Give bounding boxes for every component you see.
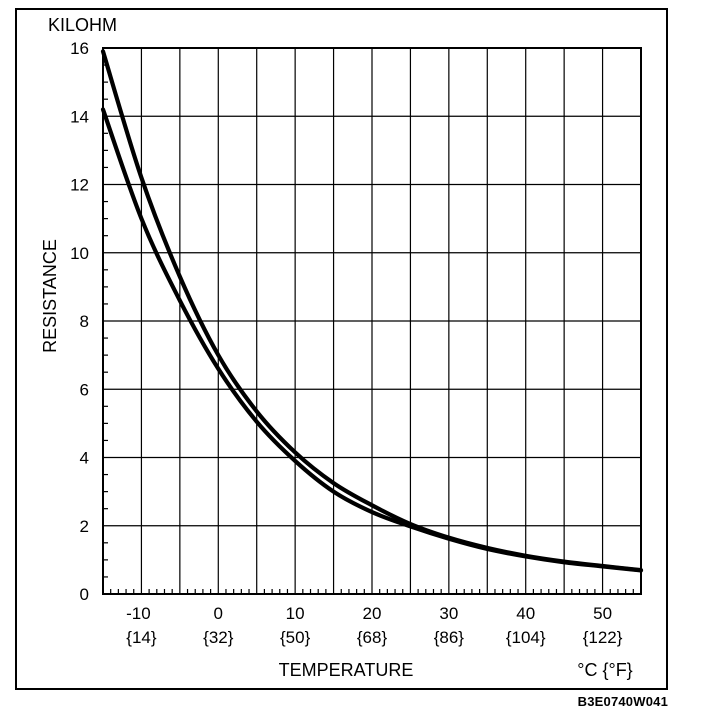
resistance-curve-2 xyxy=(100,107,644,573)
x-tick-label-fahrenheit: {14} xyxy=(126,628,157,647)
y-tick-labels: 0 2 4 6 8 10 12 14 16 xyxy=(70,39,89,604)
y-tick-label: 4 xyxy=(80,449,89,468)
x-tick-labels: -10 {14} 0 {32} 10 {50} 20 {68} 30 {86} 40 {104} 50 {… xyxy=(126,604,623,647)
x-tick-label-celsius: 20 xyxy=(363,604,382,623)
y-tick-label: 8 xyxy=(80,312,89,331)
y-tick-label: 2 xyxy=(80,517,89,536)
x-tick-label-celsius: 10 xyxy=(286,604,305,623)
y-tick-label: 6 xyxy=(80,380,89,399)
x-tick-label-fahrenheit: {68} xyxy=(357,628,388,647)
x-tick-label-fahrenheit: {50} xyxy=(280,628,311,647)
x-tick-label-fahrenheit: {104} xyxy=(506,628,546,647)
y-tick-label: 16 xyxy=(70,39,89,58)
figure-code: B3E0740W041 xyxy=(577,694,668,709)
series-lines xyxy=(100,49,644,573)
y-tick-label: 10 xyxy=(70,244,89,263)
x-tick-label-celsius: 30 xyxy=(439,604,458,623)
x-tick-label-celsius: 0 xyxy=(214,604,223,623)
x-unit-label: °C {°F} xyxy=(577,660,632,680)
x-tick-label-fahrenheit: {122} xyxy=(583,628,623,647)
plot-area-border xyxy=(102,47,642,595)
x-tick-label-fahrenheit: {86} xyxy=(434,628,465,647)
x-tick-label-fahrenheit: {32} xyxy=(203,628,234,647)
x-tick-label-celsius: 40 xyxy=(516,604,535,623)
x-tick-label-celsius: -10 xyxy=(126,604,151,623)
x-tick-label-celsius: 50 xyxy=(593,604,612,623)
y-tick-label: 0 xyxy=(80,585,89,604)
y-axis-title: RESISTANCE xyxy=(40,239,60,353)
y-tick-label: 12 xyxy=(70,176,89,195)
x-axis-title: TEMPERATURE xyxy=(279,660,414,680)
y-tick-label: 14 xyxy=(70,107,89,126)
figure-frame xyxy=(15,8,668,690)
y-unit-label: KILOHM xyxy=(48,15,117,35)
